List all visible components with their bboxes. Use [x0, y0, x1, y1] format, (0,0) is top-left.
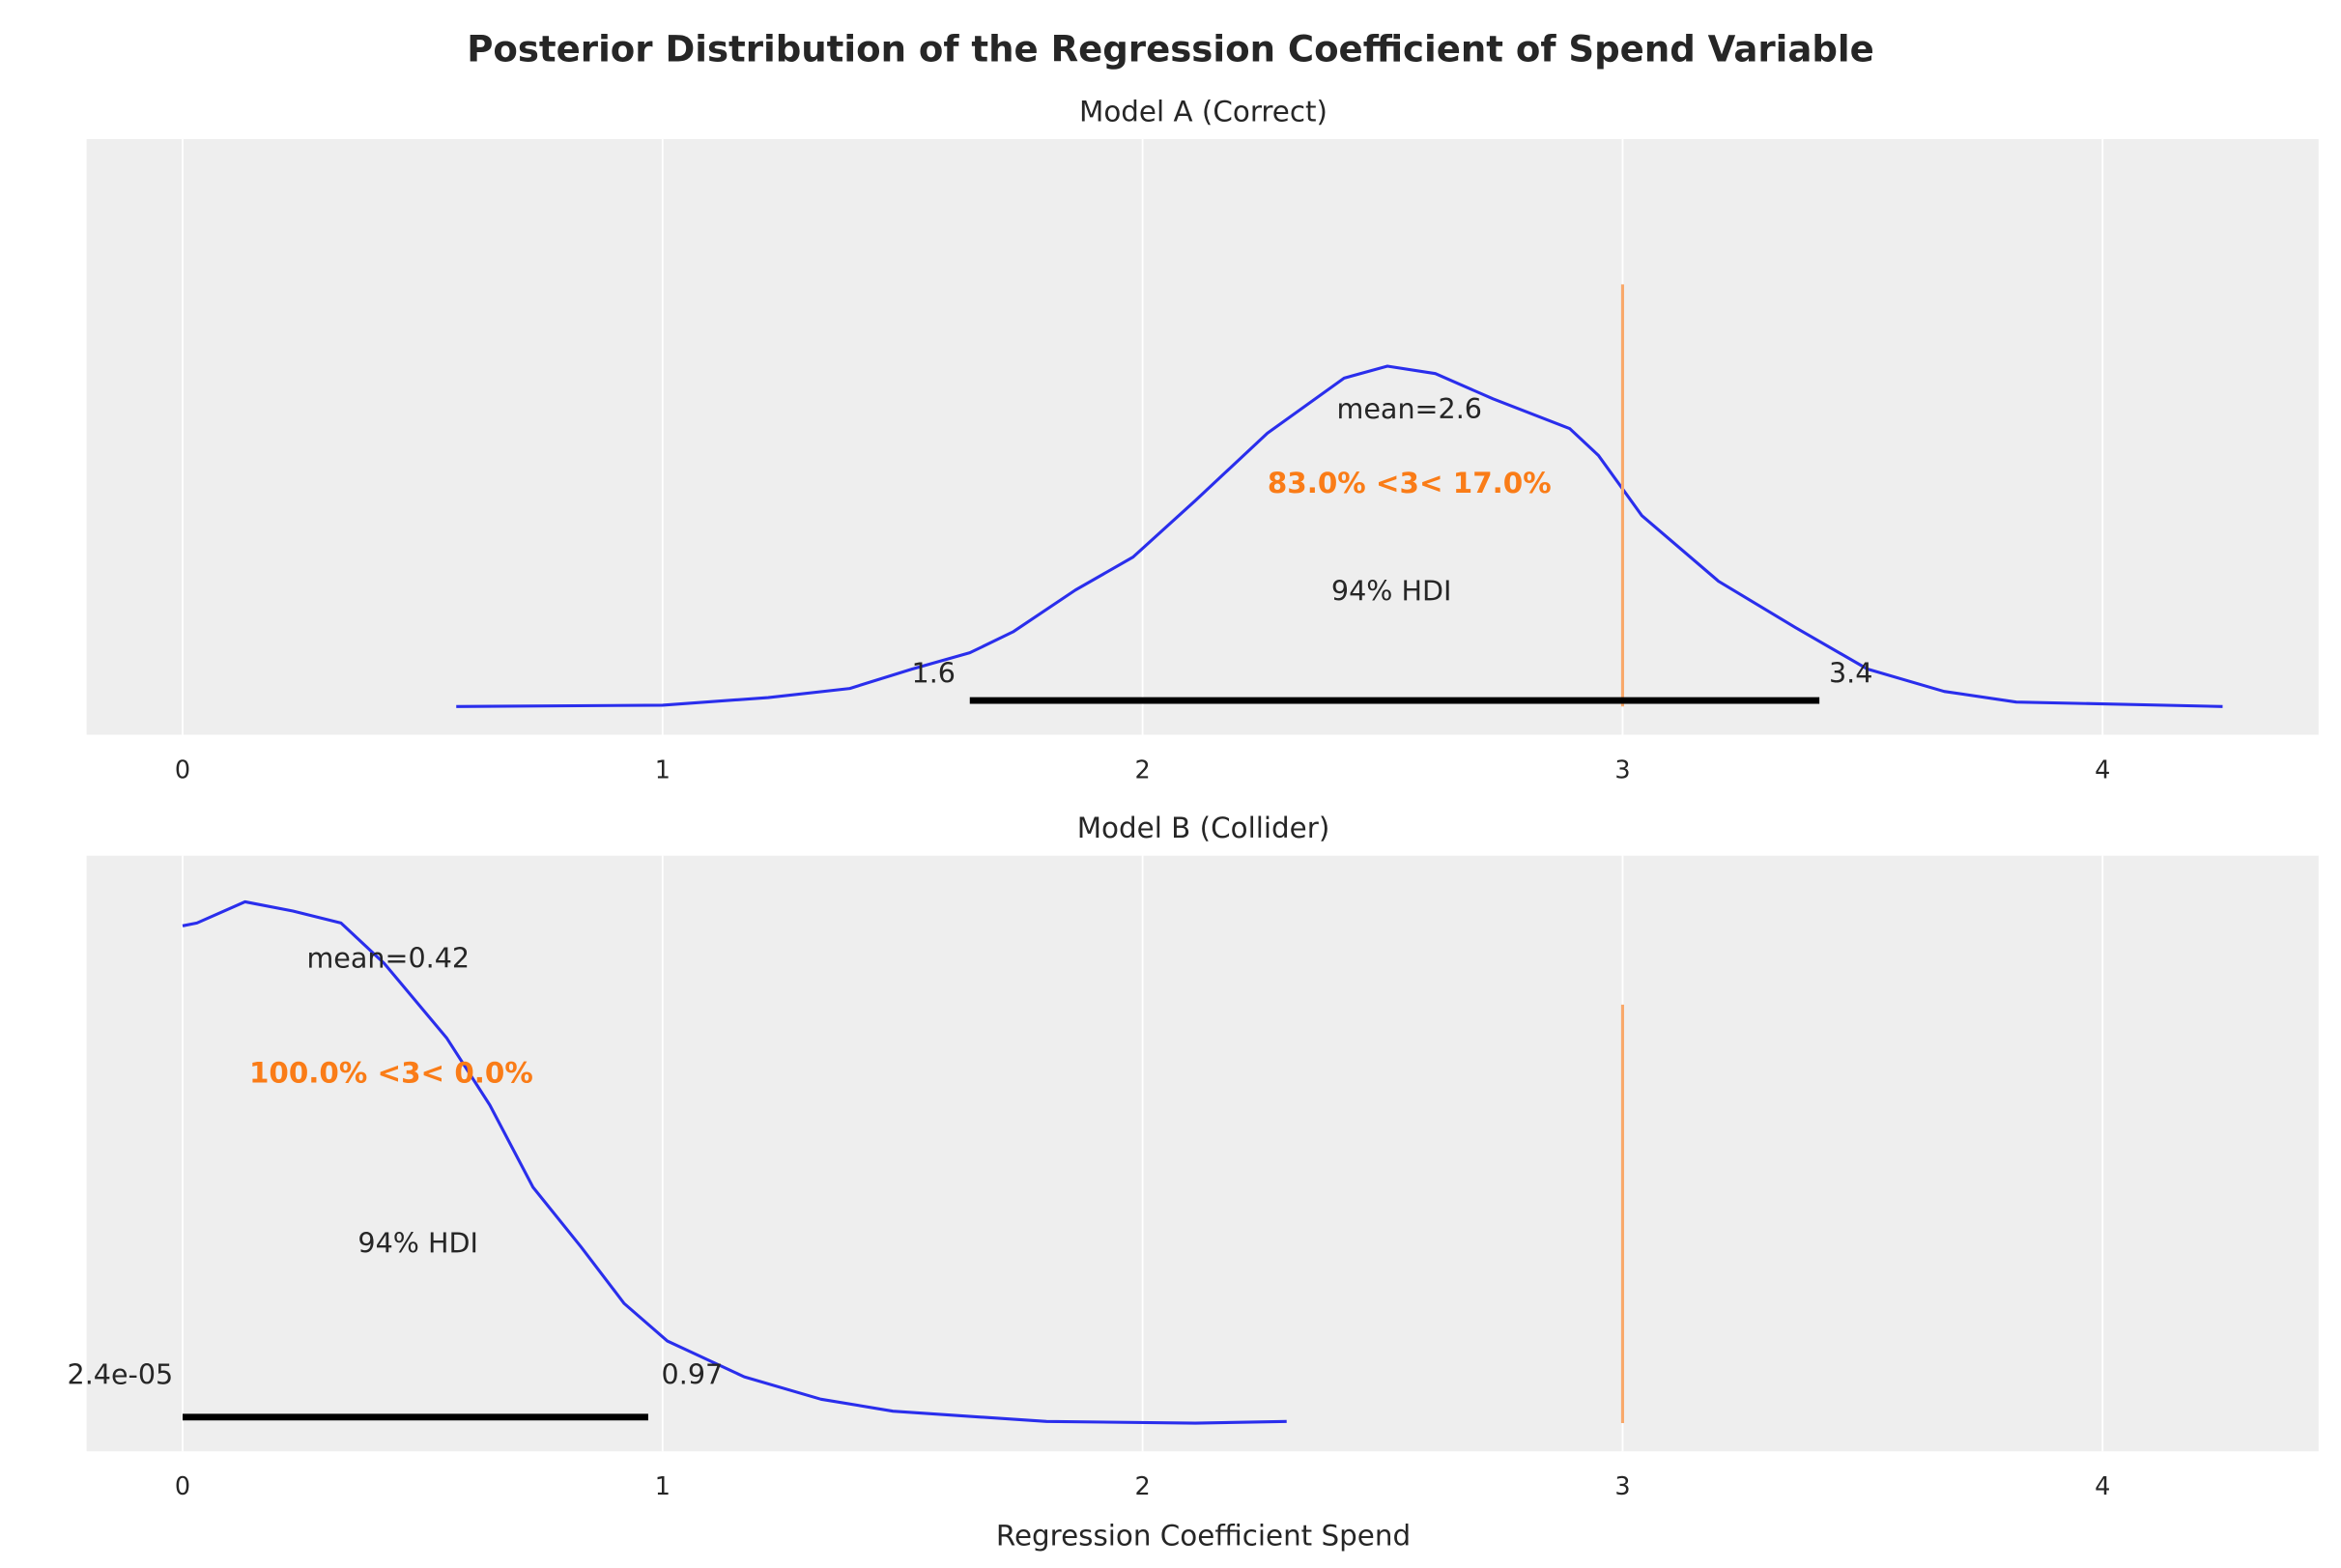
hdi-label: 94% HDI — [357, 1227, 478, 1260]
panel-2: Model B (Collider) 0 1 2 3 4 mean=0.42 100.0% <… — [68, 812, 2319, 1501]
plot-background — [86, 138, 2319, 735]
x-tick-label: 3 — [1614, 1472, 1630, 1501]
plot-background — [86, 855, 2319, 1452]
x-tick-label: 2 — [1135, 1472, 1151, 1501]
x-tick-label: 0 — [175, 755, 190, 784]
hdi-high-label: 0.97 — [662, 1358, 724, 1391]
x-tick-label: 3 — [1614, 755, 1630, 784]
density-curve — [456, 364, 2223, 708]
panel-1: Model A (Correct) 0 1 2 3 4 mean=2.6 83.0% <3< … — [86, 95, 2319, 784]
hdi-label: 94% HDI — [1331, 574, 1452, 607]
x-axis-label: Regression Coefficient Spend — [996, 1520, 1411, 1553]
density-curve — [182, 899, 1287, 1425]
x-tick-label: 4 — [2095, 1472, 2110, 1501]
hdi-low-label: 2.4e-05 — [68, 1358, 174, 1391]
panel-title: Model B (Collider) — [1077, 812, 1330, 844]
mean-label: mean=0.42 — [306, 942, 470, 975]
x-tick-label: 0 — [175, 1472, 190, 1501]
reference-label: 83.0% <3< 17.0% — [1268, 467, 1552, 499]
x-tick-label: 1 — [655, 1472, 671, 1501]
chart-title: Posterior Distribution of the Regression… — [467, 29, 1874, 71]
x-tick-label: 2 — [1135, 755, 1151, 784]
x-tick-label: 1 — [655, 755, 671, 784]
x-tick-label: 4 — [2095, 755, 2110, 784]
mean-label: mean=2.6 — [1337, 392, 1482, 425]
hdi-low-label: 1.6 — [912, 656, 956, 689]
panel-title: Model A (Correct) — [1079, 95, 1328, 128]
reference-label: 100.0% <3< 0.0% — [249, 1057, 533, 1090]
hdi-high-label: 3.4 — [1829, 656, 1872, 689]
